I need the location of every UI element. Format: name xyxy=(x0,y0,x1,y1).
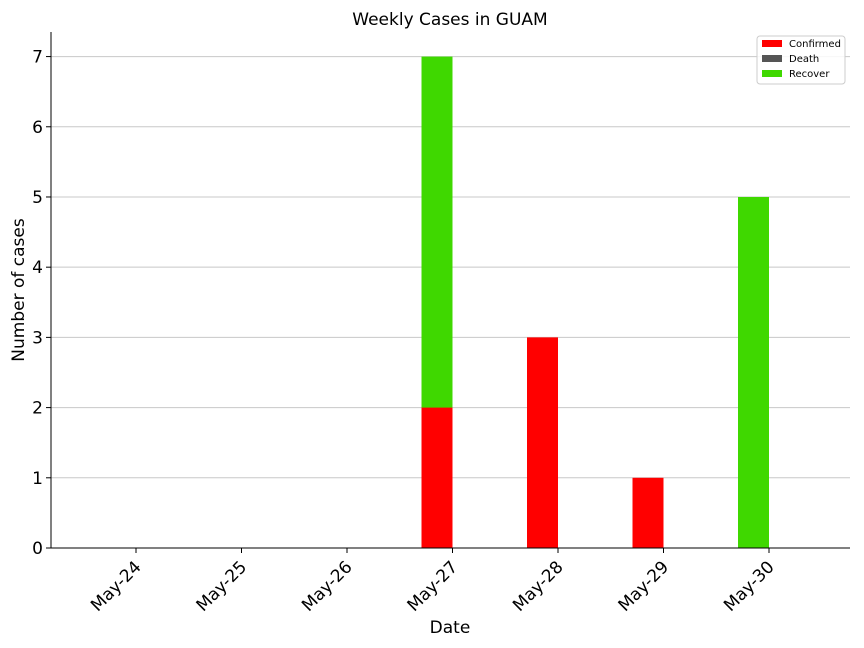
y-tick-label: 6 xyxy=(32,118,43,138)
y-tick-label: 0 xyxy=(32,539,43,559)
chart-title: Weekly Cases in GUAM xyxy=(352,10,547,30)
x-axis-label: Date xyxy=(430,618,471,638)
legend-swatch xyxy=(762,55,782,62)
x-tick-label: May-24 xyxy=(87,557,145,615)
bar-confirmed xyxy=(527,337,558,548)
legend-label: Confirmed xyxy=(789,39,841,50)
x-tick-label: May-30 xyxy=(720,557,778,615)
y-tick-label: 3 xyxy=(32,328,43,348)
x-tick-label: May-27 xyxy=(404,557,462,615)
x-tick-label: May-28 xyxy=(509,557,567,615)
legend-label: Recover xyxy=(789,69,830,80)
y-axis-label: Number of cases xyxy=(9,218,29,362)
y-tick-label: 4 xyxy=(32,258,43,278)
legend: Confirmed Death Recover xyxy=(756,35,846,85)
y-tick-label: 7 xyxy=(32,48,43,68)
x-tick-label: May-25 xyxy=(193,557,251,615)
x-tick-label: May-29 xyxy=(615,557,673,615)
bar-recover xyxy=(738,196,769,548)
bar-confirmed xyxy=(632,477,664,548)
x-ticks: May-24 May-25 May-26 May-27 May-28 May-29 May-… xyxy=(87,548,779,616)
legend-swatch xyxy=(762,40,782,47)
bars xyxy=(421,56,769,548)
bar-confirmed xyxy=(421,407,453,548)
legend-label: Death xyxy=(789,54,819,65)
axes xyxy=(50,32,850,549)
y-tick-label: 5 xyxy=(32,188,43,208)
x-tick-label: May-26 xyxy=(298,557,356,615)
y-tick-label: 2 xyxy=(32,399,43,419)
y-tick-label: 1 xyxy=(32,469,43,489)
y-ticks: 0 1 2 3 4 5 6 7 xyxy=(32,48,51,559)
legend-swatch xyxy=(762,70,782,77)
